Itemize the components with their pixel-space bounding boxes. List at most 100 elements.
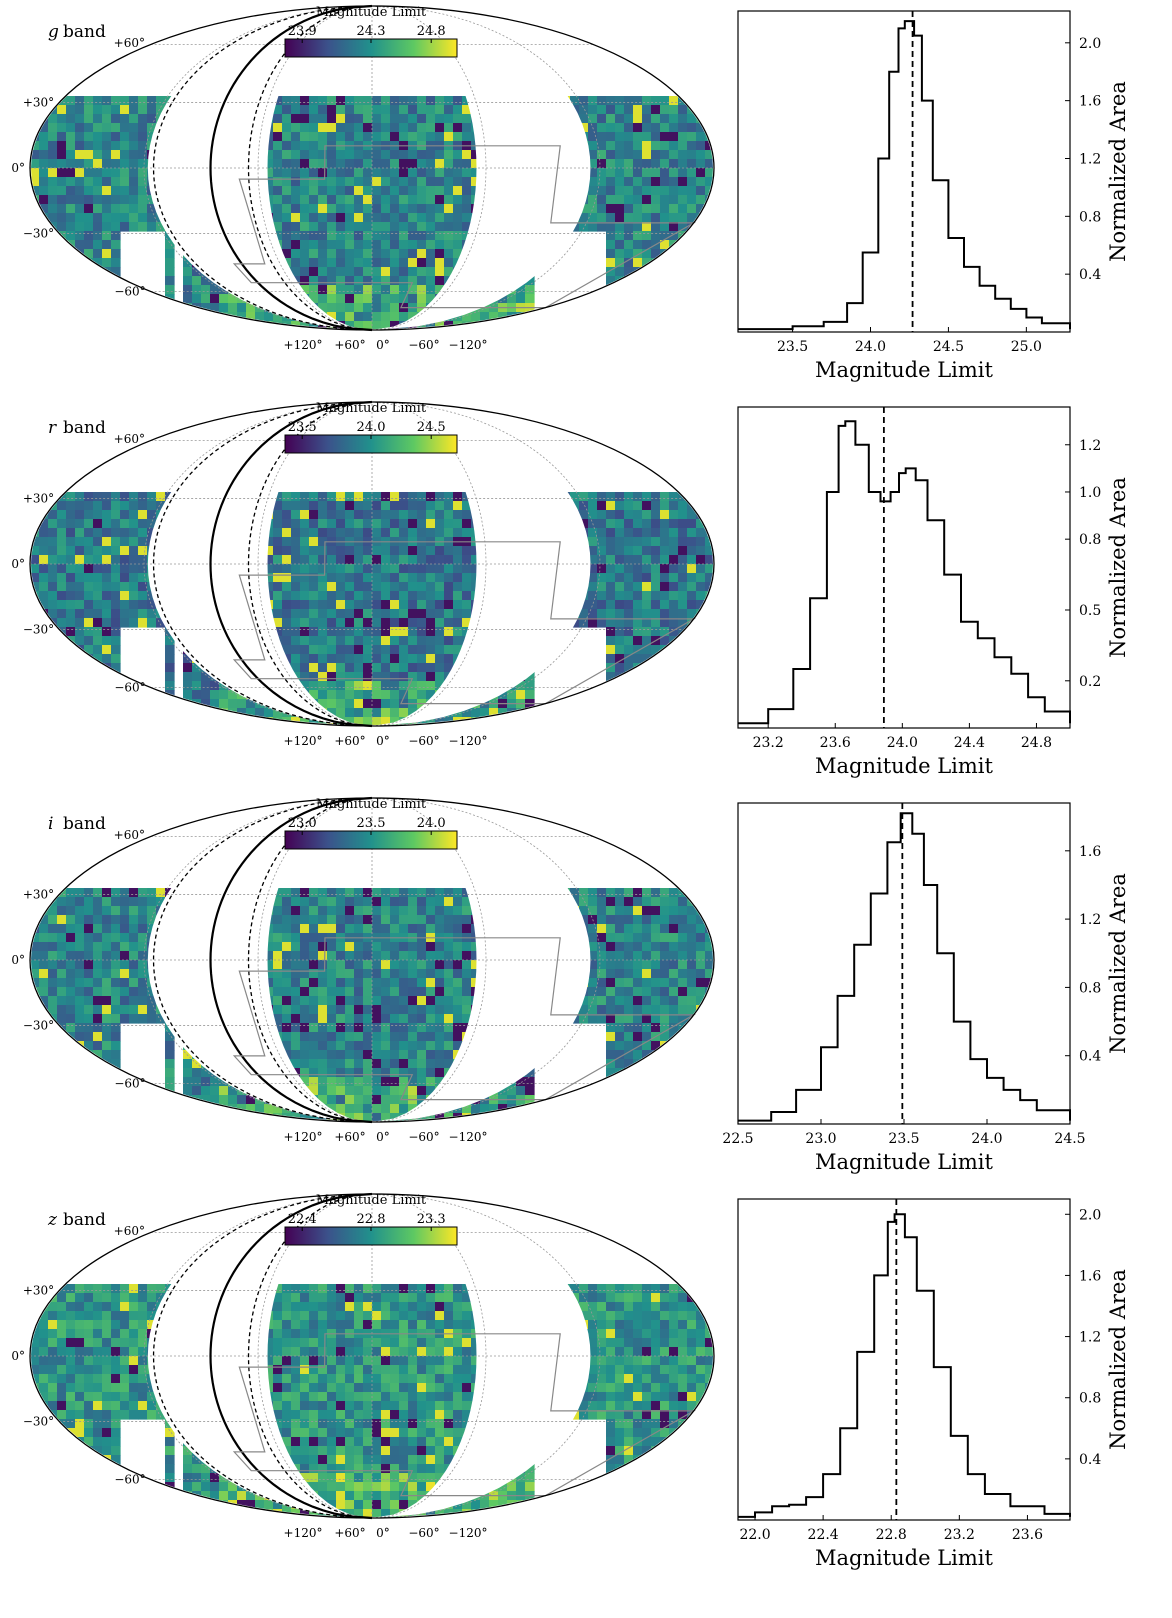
coverage-pixel bbox=[66, 501, 76, 511]
coverage-pixel bbox=[453, 888, 463, 898]
coverage-pixel bbox=[669, 204, 679, 214]
coverage-pixel bbox=[390, 510, 400, 520]
coverage-pixel bbox=[651, 501, 661, 511]
coverage-pixel bbox=[165, 1068, 175, 1078]
coverage-pixel bbox=[588, 222, 598, 232]
coverage-pixel bbox=[273, 168, 283, 178]
coverage-pixel bbox=[75, 204, 85, 214]
coverage-pixel bbox=[588, 564, 598, 574]
coverage-pixel bbox=[84, 1086, 94, 1096]
coverage-pixel bbox=[435, 1014, 445, 1024]
coverage-pixel bbox=[390, 132, 400, 142]
coverage-pixel bbox=[66, 114, 76, 124]
coverage-pixel bbox=[426, 168, 436, 178]
coverage-pixel bbox=[660, 1023, 670, 1033]
coverage-pixel bbox=[696, 186, 706, 196]
coverage-pixel bbox=[345, 195, 355, 205]
coverage-pixel bbox=[642, 258, 652, 268]
coverage-pixel bbox=[660, 519, 670, 529]
coverage-pixel bbox=[345, 573, 355, 583]
coverage-pixel bbox=[273, 537, 283, 547]
coverage-pixel bbox=[408, 618, 418, 628]
coverage-pixel bbox=[66, 591, 76, 601]
coverage-pixel bbox=[651, 987, 661, 997]
coverage-pixel bbox=[372, 564, 382, 574]
coverage-pixel bbox=[318, 150, 328, 160]
coverage-pixel bbox=[678, 1059, 688, 1069]
coverage-pixel bbox=[633, 114, 643, 124]
coverage-pixel bbox=[318, 573, 328, 583]
coverage-pixel bbox=[93, 960, 103, 970]
coverage-pixel bbox=[696, 1032, 706, 1042]
coverage-pixel bbox=[642, 915, 652, 925]
coverage-pixel bbox=[57, 681, 67, 691]
coverage-pixel bbox=[147, 519, 157, 529]
coverage-pixel bbox=[408, 942, 418, 952]
coverage-pixel bbox=[390, 1059, 400, 1069]
coverage-pixel bbox=[327, 573, 337, 583]
coverage-pixel bbox=[345, 627, 355, 637]
coverage-pixel bbox=[642, 996, 652, 1006]
coverage-pixel bbox=[363, 96, 373, 106]
coverage-pixel bbox=[606, 600, 616, 610]
coverage-pixel bbox=[426, 186, 436, 196]
coverage-pixel bbox=[120, 528, 130, 538]
coverage-pixel bbox=[57, 204, 67, 214]
coverage-pixel bbox=[31, 141, 40, 151]
coverage-pixel bbox=[147, 528, 157, 538]
coverage-pixel bbox=[354, 699, 364, 709]
coverage-pixel bbox=[705, 546, 713, 556]
coverage-pixel bbox=[300, 555, 310, 565]
coverage-pixel bbox=[354, 249, 364, 259]
coverage-pixel bbox=[462, 996, 472, 1006]
coverage-pixel bbox=[417, 645, 427, 655]
coverage-pixel bbox=[300, 528, 310, 538]
coverage-pixel bbox=[111, 915, 121, 925]
coverage-pixel bbox=[75, 537, 85, 547]
coverage-pixel bbox=[93, 942, 103, 952]
coverage-pixel bbox=[651, 942, 661, 952]
coverage-pixel bbox=[417, 555, 427, 565]
coverage-pixel bbox=[66, 168, 76, 178]
coverage-pixel bbox=[93, 627, 103, 637]
coverage-pixel bbox=[282, 618, 292, 628]
coverage-pixel bbox=[426, 969, 436, 979]
coverage-pixel bbox=[39, 663, 49, 673]
coverage-pixel bbox=[408, 888, 418, 898]
coverage-pixel bbox=[372, 312, 382, 322]
coverage-pixel bbox=[426, 564, 436, 574]
coverage-pixel bbox=[372, 951, 382, 961]
coverage-pixel bbox=[93, 231, 103, 241]
coverage-pixel bbox=[372, 888, 382, 898]
coverage-pixel bbox=[606, 978, 616, 988]
coverage-pixel bbox=[615, 240, 625, 250]
coverage-pixel bbox=[435, 267, 445, 277]
coverage-pixel bbox=[120, 537, 130, 547]
coverage-pixel bbox=[642, 114, 652, 124]
coverage-pixel bbox=[309, 141, 319, 151]
coverage-pixel bbox=[624, 528, 634, 538]
coverage-pixel bbox=[444, 555, 454, 565]
coverage-pixel bbox=[696, 942, 706, 952]
coverage-pixel bbox=[381, 681, 391, 691]
plot-frame bbox=[737, 406, 1071, 729]
coverage-pixel bbox=[606, 231, 616, 241]
coverage-pixel bbox=[579, 123, 589, 133]
coverage-pixel bbox=[624, 168, 634, 178]
coverage-pixel bbox=[390, 906, 400, 916]
coverage-pixel bbox=[624, 249, 634, 259]
coverage-pixel bbox=[327, 672, 337, 682]
coverage-pixel bbox=[93, 240, 103, 250]
coverage-pixel bbox=[606, 573, 616, 583]
coverage-pixel bbox=[66, 519, 76, 529]
coverage-pixel bbox=[147, 600, 157, 610]
coverage-pixel bbox=[615, 555, 625, 565]
coverage-pixel bbox=[651, 1014, 661, 1024]
coverage-pixel bbox=[453, 978, 463, 988]
coverage-pixel bbox=[372, 285, 382, 295]
coverage-pixel bbox=[48, 1032, 58, 1042]
coverage-pixel bbox=[633, 1068, 643, 1078]
coverage-pixel bbox=[84, 177, 94, 187]
coverage-pixel bbox=[651, 231, 661, 241]
coverage-pixel bbox=[435, 132, 445, 142]
